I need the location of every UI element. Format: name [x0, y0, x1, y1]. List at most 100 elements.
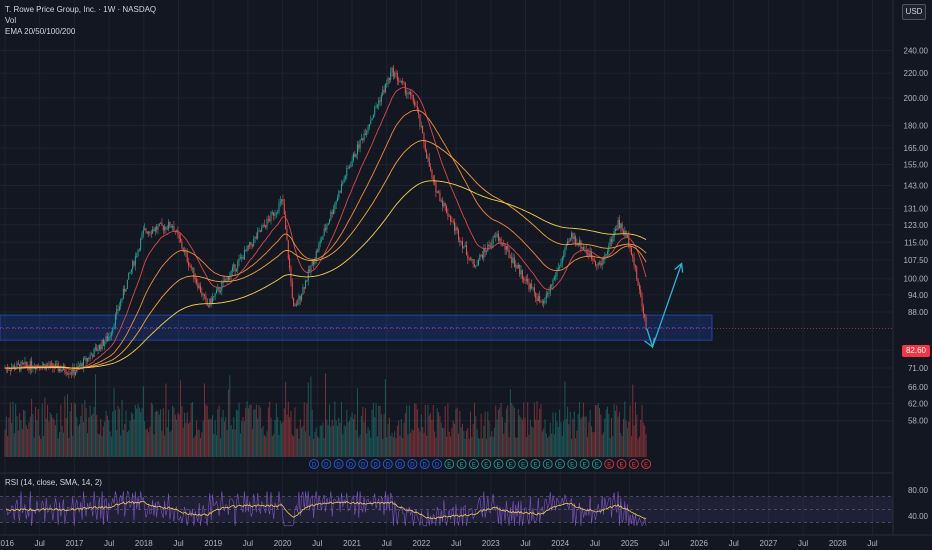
event-marker-label: E [644, 463, 648, 469]
candle-body [540, 301, 542, 303]
volume-bar [207, 419, 209, 457]
candle-body [499, 238, 501, 241]
volume-bar [617, 416, 619, 457]
candle-body [258, 230, 260, 232]
time-tick-label: 2026 [690, 539, 708, 548]
candle-body [285, 214, 287, 229]
volume-bar [406, 405, 408, 457]
event-marker [432, 459, 442, 469]
candle-body [396, 73, 398, 81]
volume-bar [307, 382, 309, 457]
candle-body [282, 199, 284, 204]
time-tick-label: Jul [867, 539, 877, 548]
candle-body [569, 237, 571, 242]
volume-bar [638, 436, 640, 457]
volume-bar [109, 431, 111, 457]
candle-body [423, 133, 425, 144]
candle-body [173, 226, 175, 232]
volume-bar [427, 404, 429, 457]
candle-body [61, 370, 63, 372]
rsi-label[interactable]: RSI (14, close, SMA, 14, 2) [5, 478, 102, 487]
volume-bar [583, 402, 585, 457]
candle-body [294, 305, 296, 307]
candle-body [601, 258, 603, 266]
volume-bar [258, 405, 260, 457]
volume-bar [49, 412, 51, 457]
candle-body [225, 278, 227, 282]
volume-bar [21, 428, 23, 457]
candle-body [555, 276, 557, 278]
volume-bar [399, 435, 401, 457]
volume-bar [214, 420, 216, 457]
volume-bar [564, 381, 566, 457]
candle-body [398, 80, 400, 82]
candle-body [411, 95, 413, 97]
volume-bar [543, 428, 545, 457]
candle-body [60, 368, 62, 372]
candle-body [214, 293, 216, 297]
time-tick-label: 2016 [0, 539, 14, 548]
volume-bar [644, 425, 646, 457]
volume-bar [645, 434, 647, 457]
volume-bar [479, 438, 481, 457]
candle-body [374, 107, 376, 115]
volume-bar [325, 373, 327, 457]
volume-bar [321, 425, 323, 457]
volume-bar [581, 416, 583, 457]
arrow-head [674, 262, 684, 273]
volume-bar [468, 438, 470, 457]
candle-body [645, 317, 647, 329]
volume-bar [114, 409, 116, 457]
ema-label[interactable]: EMA 20/50/100/200 [5, 27, 76, 36]
candle-body [556, 270, 558, 277]
volume-bar [8, 417, 10, 457]
volume-bar [257, 418, 259, 457]
candle-body [235, 268, 237, 272]
volume-bar [444, 405, 446, 457]
volume-bar [82, 422, 84, 457]
volume-bar [291, 434, 293, 457]
candle-body [595, 261, 597, 266]
event-marker [505, 459, 516, 469]
volume-bar [388, 417, 390, 457]
volume-bar [509, 389, 511, 457]
candle-body [319, 240, 321, 244]
volume-bar [7, 436, 9, 457]
price-tick-label: 58.00 [908, 417, 929, 426]
candle-body [327, 222, 329, 226]
volume-bar [322, 422, 324, 457]
volume-bar [170, 430, 172, 457]
candle-body [547, 293, 549, 295]
currency-button[interactable]: USD [902, 4, 926, 20]
volume-bar [269, 401, 271, 457]
candle-body [386, 83, 388, 85]
price-tick-label: 200.00 [904, 94, 929, 103]
volume-bar [383, 413, 385, 457]
volume-bar [218, 405, 220, 457]
volume-label[interactable]: Vol [5, 16, 17, 25]
candle-body [201, 292, 203, 296]
candle-body [172, 226, 174, 228]
candle-body [274, 213, 276, 216]
volume-bar [310, 376, 312, 457]
last-price-tag: 82.60 [902, 345, 930, 357]
volume-bar [415, 403, 417, 457]
volume-bar [120, 435, 122, 457]
volume-bar [524, 417, 526, 457]
volume-bar [51, 414, 53, 457]
volume-bar [547, 437, 549, 457]
volume-bar [53, 419, 55, 457]
candle-body [13, 365, 15, 370]
symbol-title[interactable]: T. Rowe Price Group, Inc. · 1W · NASDAQ [5, 5, 157, 14]
volume-bar [13, 433, 15, 457]
candle-body [333, 209, 335, 215]
volume-bar [93, 407, 95, 457]
volume-bar [217, 409, 219, 457]
candle-body [472, 259, 474, 265]
candle-body [302, 287, 304, 295]
volume-bar [563, 421, 565, 457]
candle-body [305, 280, 307, 289]
volume-bar [579, 401, 581, 457]
volume-bar [190, 403, 192, 457]
